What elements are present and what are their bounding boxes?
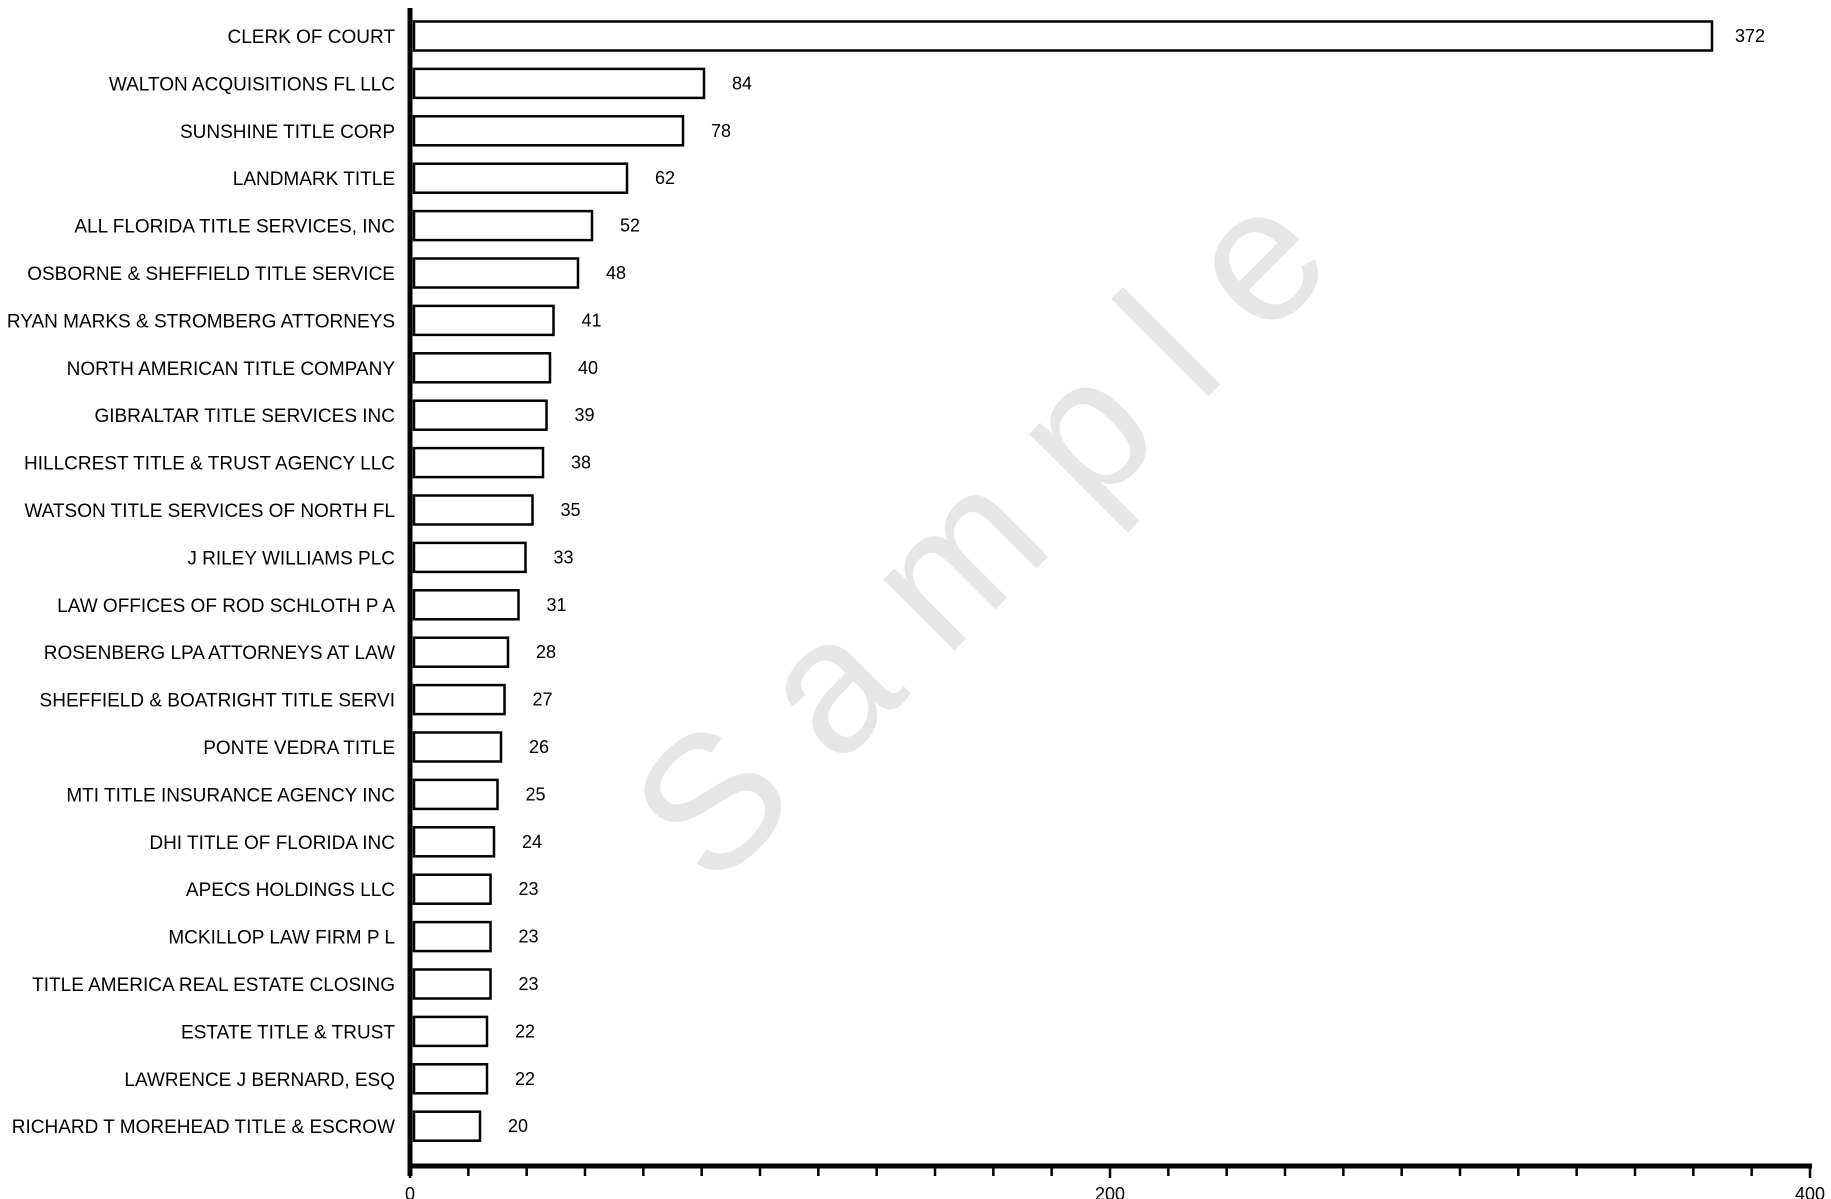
value-label: 84 [732, 73, 752, 93]
x-tick-label: 200 [1095, 1184, 1125, 1199]
category-label: PONTE VEDRA TITLE [203, 738, 395, 759]
category-label: MTI TITLE INSURANCE AGENCY INC [66, 785, 395, 806]
category-label: CLERK OF COURT [227, 27, 395, 48]
bar [412, 1015, 489, 1048]
category-label: LAWRENCE J BERNARD, ESQ [124, 1070, 395, 1091]
category-label: LAW OFFICES OF ROD SCHLOTH P A [57, 596, 395, 617]
bar [412, 257, 580, 289]
value-label: 28 [536, 642, 556, 662]
category-label: TITLE AMERICA REAL ESTATE CLOSING [32, 975, 395, 996]
category-label: ALL FLORIDA TITLE SERVICES, INC [74, 217, 395, 238]
value-label: 26 [529, 737, 549, 757]
bar [412, 20, 1714, 52]
value-label: 372 [1735, 26, 1765, 46]
category-label: RYAN MARKS & STROMBERG ATTORNEYS [7, 311, 395, 332]
value-label: 35 [560, 500, 580, 520]
value-label: 38 [571, 453, 591, 473]
value-label: 23 [518, 927, 538, 947]
value-label: 23 [518, 879, 538, 899]
value-label: 23 [518, 974, 538, 994]
value-label: 22 [515, 1021, 535, 1041]
bar [412, 683, 506, 716]
category-label: WATSON TITLE SERVICES OF NORTH FL [24, 501, 395, 522]
watermark-layer: Sample [592, 112, 1401, 921]
value-label: 52 [620, 216, 640, 236]
category-label: SHEFFIELD & BOATRIGHT TITLE SERVI [40, 691, 395, 712]
category-label: APECS HOLDINGS LLC [186, 880, 395, 901]
bar [412, 968, 492, 1000]
axes-layer: 0 200 400 [405, 8, 1825, 1199]
bar [412, 541, 527, 574]
value-label: 78 [711, 121, 731, 141]
value-label: 40 [578, 358, 598, 378]
bar [412, 589, 520, 621]
x-tick-label: 400 [1795, 1184, 1825, 1199]
bar [412, 778, 499, 811]
bar [412, 920, 492, 953]
value-label: 39 [574, 405, 594, 425]
category-label: J RILEY WILLIAMS PLC [187, 548, 395, 569]
value-label: 24 [522, 832, 542, 852]
category-label: MCKILLOP LAW FIRM P L [168, 928, 395, 949]
bar [412, 731, 503, 763]
bar [412, 1063, 489, 1095]
bar [412, 636, 510, 668]
category-label: HILLCREST TITLE & TRUST AGENCY LLC [24, 454, 395, 475]
value-label: 22 [515, 1069, 535, 1089]
value-label: 27 [532, 690, 552, 710]
category-label: GIBRALTAR TITLE SERVICES INC [94, 406, 395, 427]
bar [412, 162, 629, 194]
value-label: 48 [606, 263, 626, 283]
value-label: 41 [581, 310, 601, 330]
category-label: OSBORNE & SHEFFIELD TITLE SERVICE [27, 264, 395, 285]
x-tick-label: 0 [405, 1184, 415, 1199]
bar [412, 826, 496, 858]
value-label: 20 [508, 1116, 528, 1136]
category-label: ESTATE TITLE & TRUST [181, 1022, 395, 1043]
bar [412, 873, 492, 905]
category-label: ROSENBERG LPA ATTORNEYS AT LAW [44, 643, 395, 664]
value-label: 33 [553, 547, 573, 567]
bar [412, 352, 552, 384]
bar [412, 67, 706, 100]
category-label: LANDMARK TITLE [233, 169, 395, 190]
bars-layer: CLERK OF COURT 372 WALTON ACQUISITIONS FL … [7, 20, 1765, 1142]
bar [412, 446, 545, 479]
bar [412, 1110, 482, 1142]
bar [412, 209, 594, 242]
category-label: SUNSHINE TITLE CORP [180, 122, 395, 143]
bar [412, 304, 555, 337]
value-label: 62 [655, 168, 675, 188]
value-label: 25 [525, 784, 545, 804]
bar [412, 494, 534, 526]
value-label: 31 [546, 595, 566, 615]
category-label: NORTH AMERICAN TITLE COMPANY [67, 359, 396, 380]
bar [412, 399, 548, 431]
category-label: WALTON ACQUISITIONS FL LLC [109, 74, 395, 95]
category-label: RICHARD T MOREHEAD TITLE & ESCROW [12, 1117, 395, 1138]
bar [412, 115, 685, 147]
watermark-text: Sample [592, 112, 1401, 921]
category-label: DHI TITLE OF FLORIDA INC [149, 833, 395, 854]
